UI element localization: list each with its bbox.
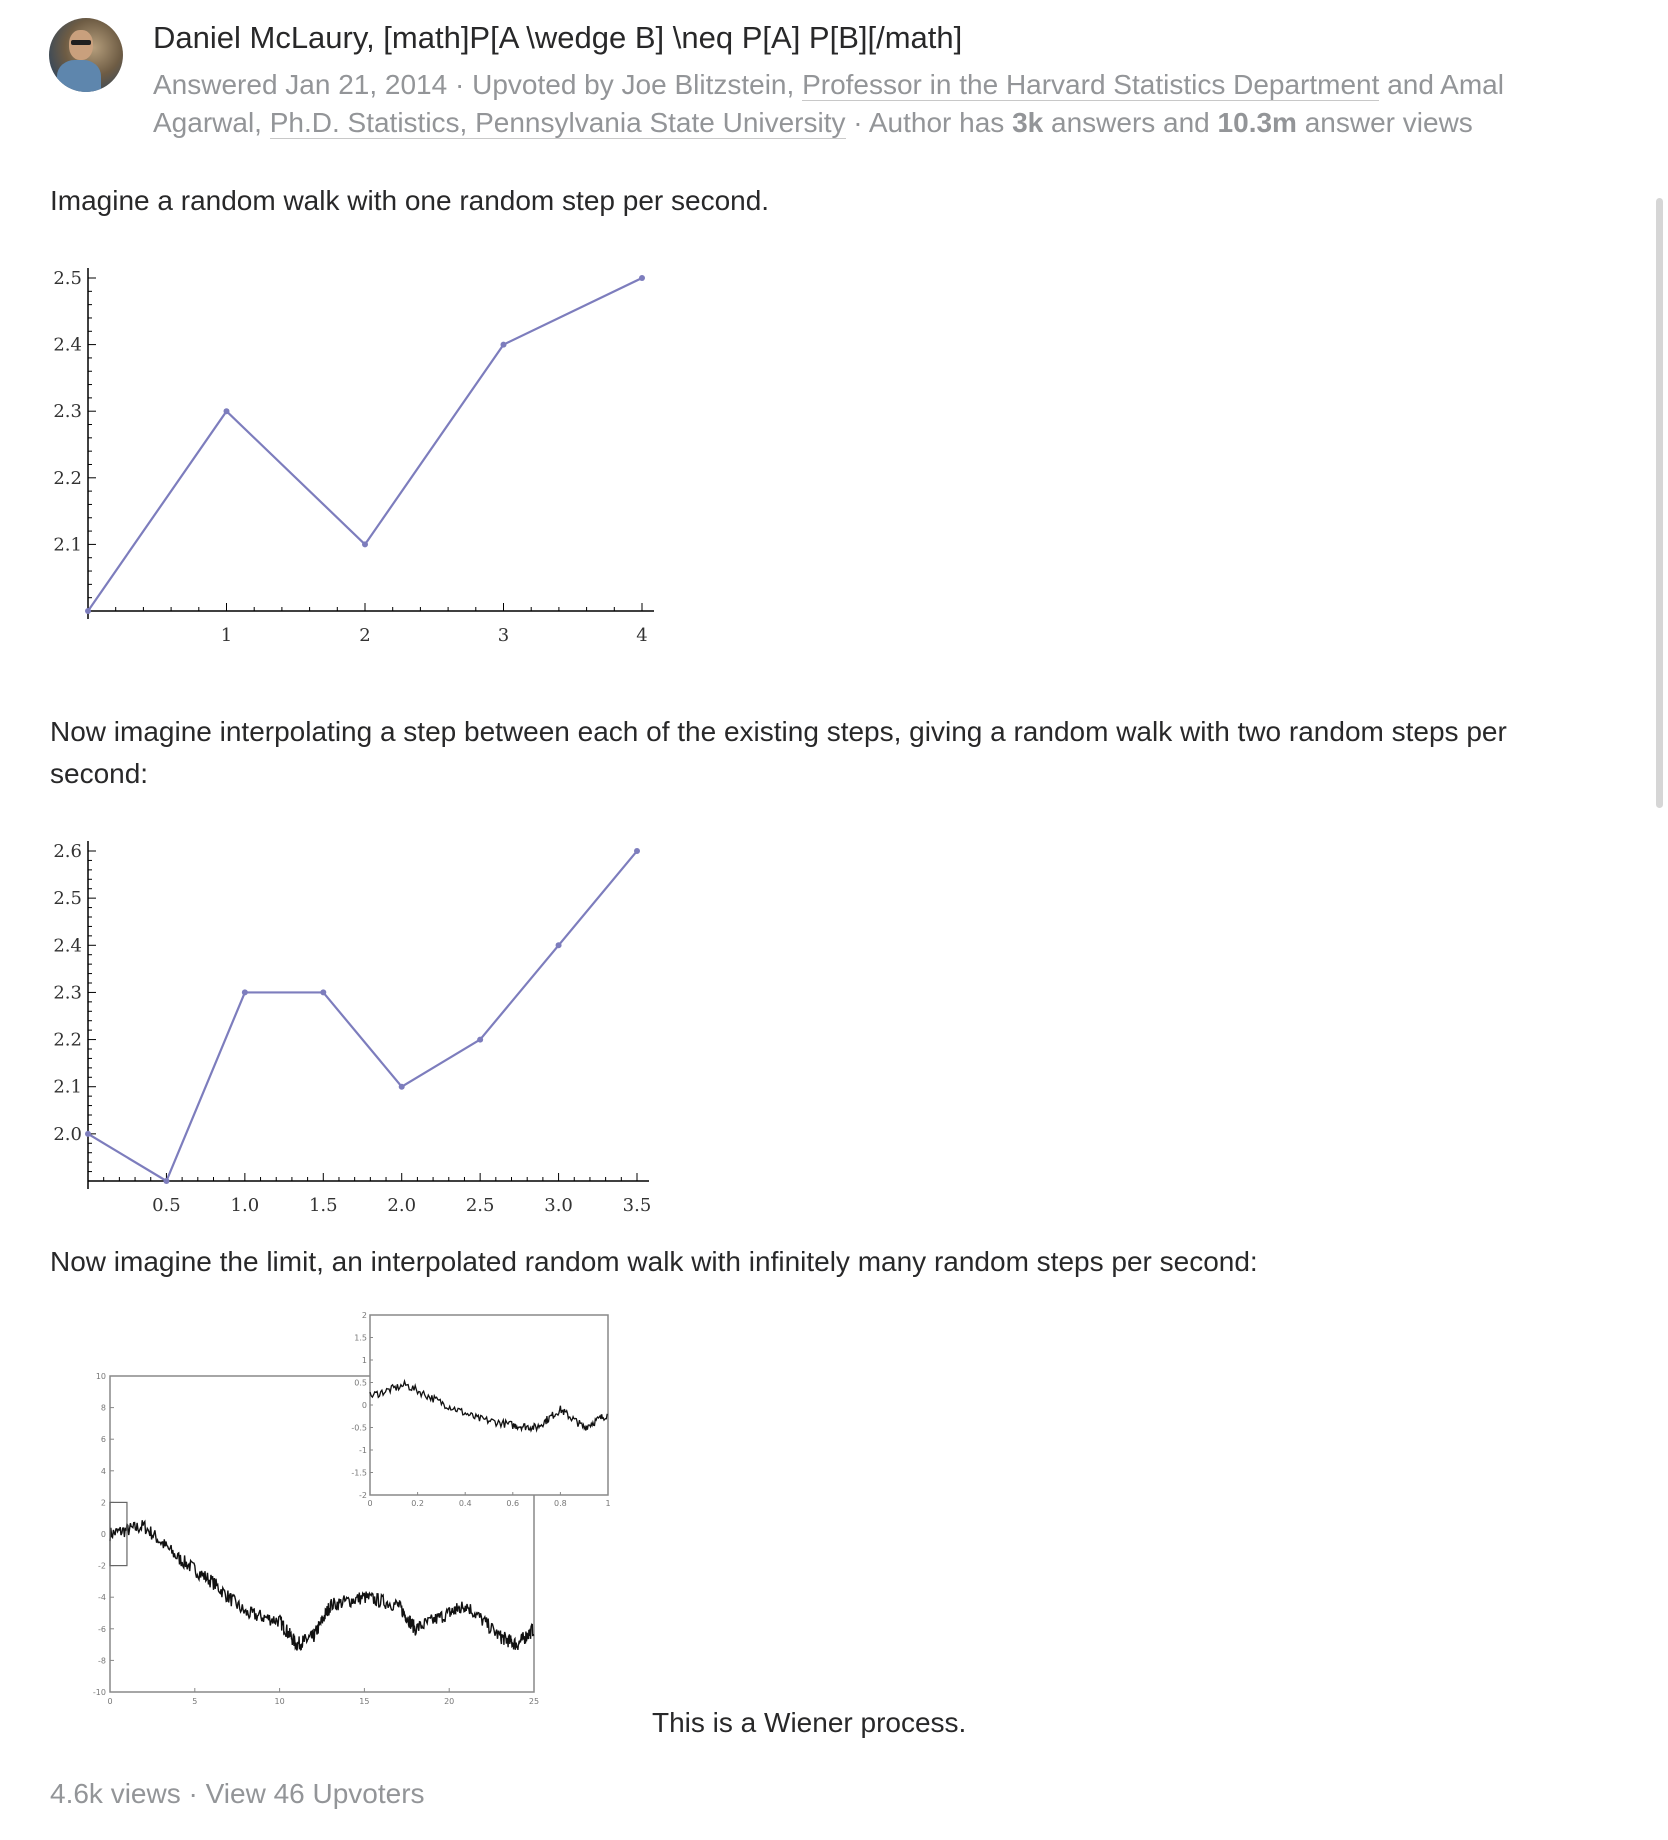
x-tick-label: 2.5 — [466, 1195, 495, 1216]
y-tick-label: 2.0 — [53, 1124, 82, 1145]
x-tick-label: 1.5 — [309, 1195, 338, 1216]
data-point — [320, 989, 327, 996]
y-tick-label: 2.5 — [53, 888, 82, 909]
data-point — [477, 1036, 484, 1043]
x-tick-label: 0 — [107, 1697, 112, 1706]
x-tick-label: 5 — [192, 1697, 197, 1706]
y-tick-label: 0 — [101, 1530, 106, 1539]
y-tick-label: 4 — [101, 1467, 106, 1476]
upvoter-credential[interactable]: Professor in the Harvard Statistics Depa… — [802, 69, 1380, 101]
x-tick-label: 10 — [275, 1697, 285, 1706]
inset-x-tick-label: 0.2 — [411, 1499, 424, 1508]
inset-y-tick-label: 1 — [362, 1356, 367, 1365]
y-tick-label: 6 — [101, 1435, 106, 1444]
answers-count: 3k — [1012, 107, 1044, 138]
views-count: 10.3m — [1217, 107, 1297, 138]
x-tick-label: 1.0 — [231, 1195, 260, 1216]
inset-y-tick-label: 0 — [362, 1401, 367, 1410]
y-tick-label: 2.3 — [53, 401, 82, 422]
inset-plot-frame — [369, 1314, 609, 1496]
data-point — [639, 275, 645, 281]
view-count: 4.6k views — [50, 1778, 181, 1809]
x-tick-label: 3.5 — [623, 1195, 652, 1216]
inset-x-tick-label: 0.6 — [506, 1499, 519, 1508]
random-walk-chart-2: 0.5 1.0 1.5 2.0 2.5 3.0 3.5 2.0 2.1 2.2 2.3 2.4 2.5 2… — [53, 841, 652, 1216]
data-point — [163, 1178, 170, 1184]
inset-x-tick-label: 0.8 — [554, 1499, 567, 1508]
inset-x-tick-label: 0.4 — [459, 1499, 472, 1508]
y-tick-label: -10 — [93, 1688, 106, 1697]
x-tick-label: 15 — [359, 1697, 369, 1706]
upvoter-name[interactable]: Amal Agarwal, — [153, 69, 1504, 138]
random-walk-chart-1: 1 2 3 4 2.1 2.2 2.3 2.4 2.5 — [53, 268, 654, 646]
data-point — [362, 541, 368, 548]
inset-wiener-path — [369, 1378, 608, 1433]
answered-date[interactable]: Answered Jan 21, 2014 — [153, 69, 448, 100]
inset-x-tick-label: 0 — [367, 1499, 372, 1508]
x-tick-label: 3.0 — [544, 1195, 573, 1216]
y-tick-label: 2.6 — [53, 841, 82, 862]
upvoter-name[interactable]: Joe Blitzstein, — [621, 69, 795, 100]
inset-y-tick-label: 1.5 — [354, 1334, 367, 1343]
y-tick-label: 2.4 — [53, 935, 82, 956]
answer-paragraph: Now imagine interpolating a step between… — [50, 716, 1507, 789]
answer-paragraph: Now imagine the limit, an interpolated r… — [50, 1246, 1258, 1277]
y-tick-label: 2.2 — [53, 1030, 82, 1051]
upvoter-credential[interactable]: Ph.D. Statistics, Pennsylvania State Uni… — [269, 107, 846, 139]
data-point — [555, 942, 562, 949]
y-tick-label: -8 — [98, 1656, 106, 1665]
x-tick-label: 2.0 — [387, 1195, 416, 1216]
y-tick-label: 2.1 — [53, 534, 82, 555]
y-tick-label: 2.5 — [53, 268, 82, 289]
x-tick-label: 4 — [636, 625, 647, 646]
y-tick-label: 2.3 — [53, 982, 82, 1003]
x-tick-label: 1 — [221, 625, 232, 646]
y-tick-label: -6 — [98, 1625, 106, 1634]
inset-x-tick-label: 1 — [605, 1499, 610, 1508]
y-tick-label: 2.1 — [53, 1077, 82, 1098]
y-tick-label: 2.2 — [53, 468, 82, 489]
view-upvoters-link[interactable]: View 46 Upvoters — [205, 1778, 425, 1809]
inset-y-tick-label: -0.5 — [351, 1424, 367, 1433]
data-point — [500, 341, 507, 348]
data-point — [223, 408, 230, 415]
data-point — [85, 1130, 91, 1137]
data-point — [241, 989, 248, 996]
y-tick-label: -4 — [98, 1593, 106, 1602]
answer-footer: 4.6k views · View 46 Upvoters — [50, 1778, 425, 1809]
scrollbar[interactable] — [1656, 198, 1663, 808]
y-tick-label: 2 — [101, 1498, 106, 1507]
y-tick-label: 8 — [101, 1404, 106, 1413]
y-tick-label: -2 — [98, 1562, 106, 1571]
data-point — [85, 608, 91, 614]
x-tick-label: 3 — [498, 625, 509, 646]
data-point — [398, 1083, 405, 1090]
inset-y-tick-label: 2 — [362, 1311, 367, 1320]
figure-caption: This is a Wiener process. — [652, 1707, 967, 1738]
inset-y-tick-label: 0.5 — [354, 1379, 367, 1388]
x-tick-label: 0.5 — [152, 1195, 181, 1216]
x-tick-label: 2 — [359, 625, 370, 646]
inset-y-tick-label: -1.5 — [351, 1469, 367, 1478]
x-tick-label: 25 — [529, 1697, 539, 1706]
zoom-box — [109, 1501, 128, 1567]
inset-y-tick-label: -2 — [359, 1491, 367, 1500]
author-name[interactable]: Daniel McLaury, [math]P[A \wedge B] \neq… — [153, 20, 963, 55]
answer-meta: Answered Jan 21, 2014 · Upvoted by Joe B… — [153, 69, 1504, 139]
series-line — [87, 277, 643, 612]
y-tick-label: 10 — [96, 1372, 106, 1381]
main-plot-frame — [109, 1375, 535, 1693]
inset-y-tick-label: -1 — [359, 1446, 367, 1455]
y-tick-label: 2.4 — [53, 335, 82, 356]
data-point — [634, 848, 640, 854]
author-avatar[interactable] — [49, 18, 123, 92]
series-line — [87, 850, 638, 1183]
x-tick-label: 20 — [444, 1697, 454, 1706]
answer-paragraph: Imagine a random walk with one random st… — [50, 185, 770, 216]
wiener-path — [109, 1519, 535, 1651]
